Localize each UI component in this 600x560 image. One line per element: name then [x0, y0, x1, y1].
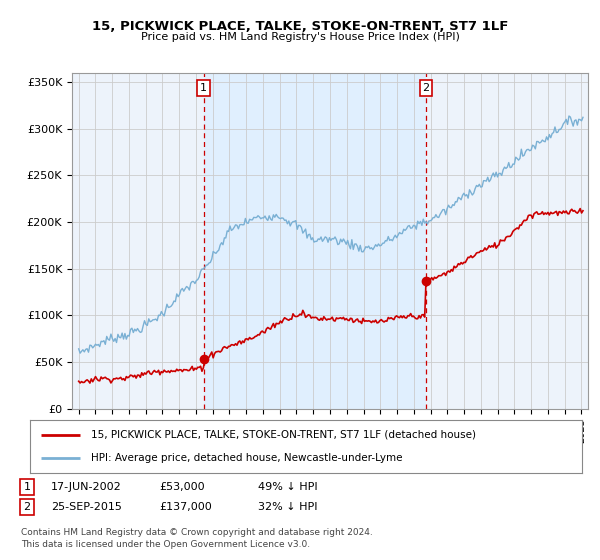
Text: £137,000: £137,000: [159, 502, 212, 512]
Text: HPI: Average price, detached house, Newcastle-under-Lyme: HPI: Average price, detached house, Newc…: [91, 453, 402, 463]
Bar: [203, 73, 426, 409]
Text: 32% ↓ HPI: 32% ↓ HPI: [258, 502, 317, 512]
Text: £53,000: £53,000: [159, 482, 205, 492]
Text: 2: 2: [422, 83, 430, 93]
Text: 15, PICKWICK PLACE, TALKE, STOKE-ON-TRENT, ST7 1LF: 15, PICKWICK PLACE, TALKE, STOKE-ON-TREN…: [92, 20, 508, 32]
Text: This data is licensed under the Open Government Licence v3.0.: This data is licensed under the Open Gov…: [21, 540, 310, 549]
Text: 15, PICKWICK PLACE, TALKE, STOKE-ON-TRENT, ST7 1LF (detached house): 15, PICKWICK PLACE, TALKE, STOKE-ON-TREN…: [91, 430, 476, 440]
Text: 25-SEP-2015: 25-SEP-2015: [51, 502, 122, 512]
Text: 17-JUN-2002: 17-JUN-2002: [51, 482, 122, 492]
Text: Price paid vs. HM Land Registry's House Price Index (HPI): Price paid vs. HM Land Registry's House …: [140, 32, 460, 43]
Text: 1: 1: [23, 482, 31, 492]
Text: Contains HM Land Registry data © Crown copyright and database right 2024.: Contains HM Land Registry data © Crown c…: [21, 528, 373, 537]
Text: 49% ↓ HPI: 49% ↓ HPI: [258, 482, 317, 492]
Text: 2: 2: [23, 502, 31, 512]
Text: 1: 1: [200, 83, 207, 93]
